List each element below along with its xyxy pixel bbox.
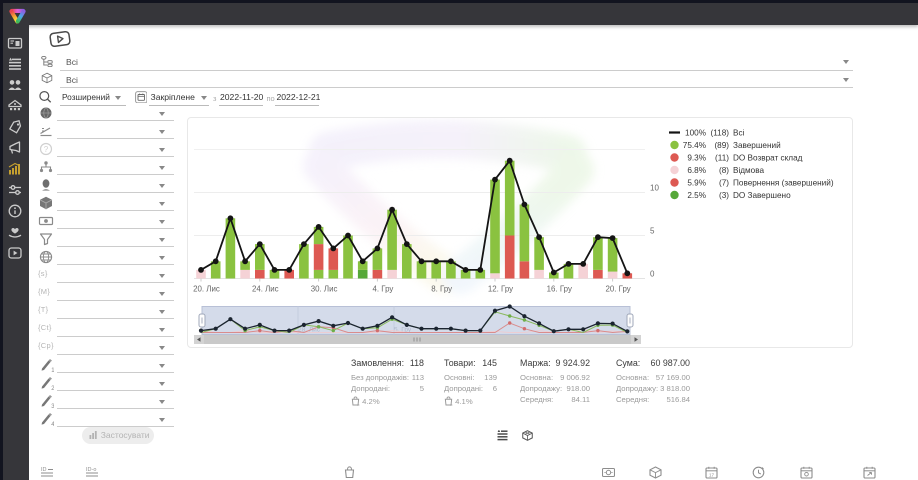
svg-text:Повернення (завершений): Повернення (завершений) (733, 179, 834, 188)
svg-text:4. Гру: 4. Гру (372, 285, 393, 294)
svg-text:ID-o: ID-o (86, 467, 96, 473)
svg-text:4: 4 (51, 422, 54, 427)
svg-text:24. Лис: 24. Лис (252, 285, 279, 294)
svg-text:(11): (11) (715, 154, 729, 163)
svg-text:Завершений: Завершений (733, 141, 781, 150)
svg-text:9.3%: 9.3% (687, 154, 706, 163)
svg-text:0: 0 (650, 270, 655, 279)
svg-text:1: 1 (51, 368, 54, 373)
svg-text:12. Гру: 12. Гру (488, 285, 513, 294)
svg-text:2.5%: 2.5% (687, 191, 706, 200)
svg-text:DO Завершено: DO Завершено (733, 191, 791, 200)
svg-text:(118): (118) (710, 129, 729, 138)
svg-text:?: ? (44, 145, 49, 154)
svg-text:x: x (357, 401, 359, 405)
svg-text:ID: ID (41, 467, 47, 473)
svg-text:3: 3 (51, 404, 54, 409)
svg-text:Всі: Всі (733, 129, 745, 138)
svg-text:2: 2 (51, 386, 54, 391)
svg-text:75.4%: 75.4% (683, 141, 706, 150)
svg-text:x: x (450, 401, 452, 405)
svg-text:DO Возврат склад: DO Возврат склад (733, 154, 803, 163)
svg-text:100%: 100% (685, 129, 706, 138)
svg-text:30. Лис: 30. Лис (311, 285, 338, 294)
svg-text:8. Гру: 8. Гру (431, 285, 452, 294)
svg-text:(89): (89) (714, 141, 729, 150)
svg-text:20. Лис: 20. Лис (193, 285, 220, 294)
svg-text:(3): (3) (719, 191, 729, 200)
svg-text:10: 10 (650, 184, 659, 193)
svg-text:17: 17 (709, 473, 715, 478)
svg-text:6.8%: 6.8% (687, 166, 706, 175)
svg-text:5.9%: 5.9% (687, 179, 706, 188)
svg-text:(8): (8) (719, 166, 729, 175)
svg-text:20. Гру: 20. Гру (605, 285, 630, 294)
svg-text:5. Гру: 5. Гру (394, 327, 412, 334)
svg-text:16. Гру: 16. Гру (547, 285, 572, 294)
svg-text:5: 5 (650, 227, 655, 236)
svg-text:Відмова: Відмова (733, 166, 764, 175)
svg-text:(7): (7) (719, 179, 729, 188)
